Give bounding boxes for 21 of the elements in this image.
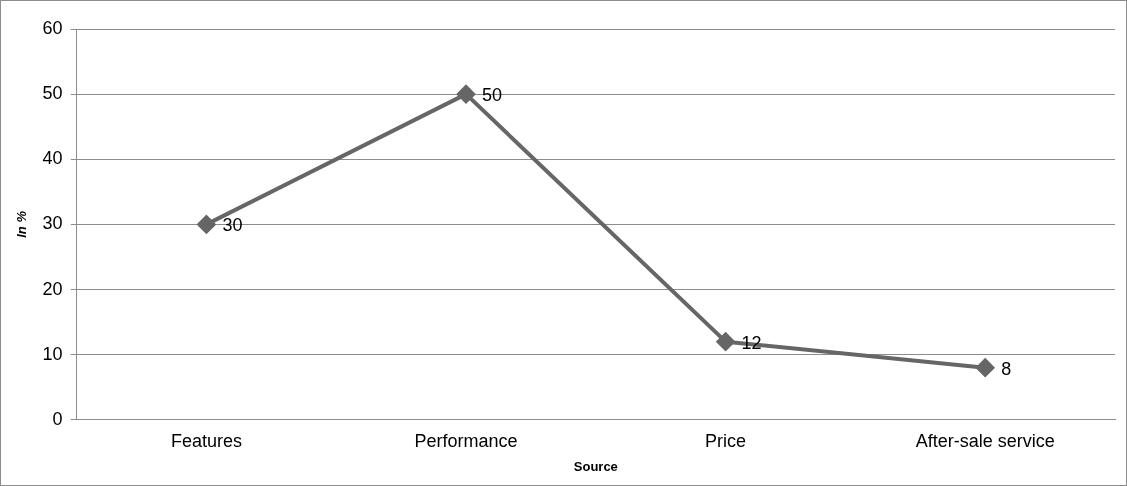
y-tick-label: 60 (42, 17, 63, 38)
data-label: 50 (482, 85, 503, 106)
point (197, 215, 216, 234)
y-tick-label: 10 (42, 343, 63, 364)
x-tick-label: Performance (414, 430, 518, 451)
data-label: 30 (222, 215, 243, 236)
point (457, 85, 476, 104)
x-tick-label: Price (705, 430, 747, 451)
y-tick-label: 0 (52, 408, 63, 429)
y-tick-label: 30 (42, 213, 63, 234)
point (976, 358, 995, 377)
x-tick-label: Features (170, 430, 242, 451)
x-axis-title: Source (573, 458, 618, 474)
x-tick-label: After-sale service (915, 430, 1055, 451)
y-tick-label: 40 (42, 148, 63, 169)
y-tick-label: 20 (42, 278, 63, 299)
y-tick-label: 50 (42, 83, 63, 104)
data-label: 12 (741, 332, 762, 353)
y-axis-title: In % (14, 210, 30, 238)
point (716, 332, 735, 351)
data-label: 8 (1001, 358, 1012, 379)
